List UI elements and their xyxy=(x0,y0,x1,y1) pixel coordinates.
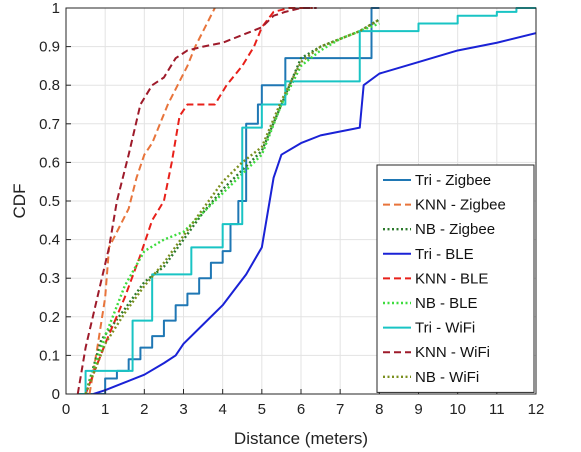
legend-label: NB - Zigbee xyxy=(415,221,495,238)
series-line-tri-wifi xyxy=(77,7,536,394)
legend-label: Tri - Zigbee xyxy=(415,172,491,189)
x-tick-label: 2 xyxy=(140,401,148,418)
y-tick-label: 0 xyxy=(52,386,60,403)
series-layer xyxy=(76,7,536,394)
y-tick-label: 0.5 xyxy=(39,193,60,210)
x-tick-label: 1 xyxy=(101,401,109,418)
x-axis-label: Distance (meters) xyxy=(234,429,368,448)
series-line-knn-ble xyxy=(84,7,313,394)
y-tick-label: 0.6 xyxy=(39,154,60,171)
legend-box xyxy=(376,164,535,393)
y-tick-label: 0.9 xyxy=(39,39,60,56)
y-tick-label: 0.8 xyxy=(39,77,60,94)
series-line-knn-zigbee xyxy=(88,7,216,394)
y-tick-label: 0.7 xyxy=(39,116,60,133)
x-tick-label: 0 xyxy=(62,401,70,418)
x-tick-label: 7 xyxy=(336,401,344,418)
legend-label: KNN - WiFi xyxy=(415,344,490,361)
legend-label: NB - BLE xyxy=(415,295,478,312)
legend-label: NB - WiFi xyxy=(415,369,479,386)
y-tick-label: 0.1 xyxy=(39,347,60,364)
y-tick-label: 0.3 xyxy=(39,270,60,287)
y-tick-label: 1 xyxy=(52,0,60,17)
legend-label: Tri - BLE xyxy=(415,246,474,263)
x-tick-label: 5 xyxy=(258,401,266,418)
x-tick-label: 11 xyxy=(489,401,505,418)
x-tick-label: 6 xyxy=(297,401,305,418)
ticks xyxy=(65,7,537,395)
x-tick-label: 9 xyxy=(414,401,422,418)
series-line-tri-zigbee xyxy=(85,7,380,394)
x-tick-label: 8 xyxy=(375,401,383,418)
tick-labels: 0 1 2 3 4 5 6 7 8 9 10 11 1200.10.20.30.40.50.60.70.… xyxy=(39,0,544,418)
legend-label: KNN - BLE xyxy=(415,270,488,287)
x-tick-label: 3 xyxy=(179,401,187,418)
x-tick-label: 4 xyxy=(218,401,226,418)
legend: Tri - Zigbee KNN - Zigbee NB - Zigbee Tri -… xyxy=(376,164,535,393)
legend-label: Tri - WiFi xyxy=(415,320,475,337)
y-tick-label: 0.4 xyxy=(39,232,60,249)
x-tick-label: 12 xyxy=(528,401,545,418)
y-axis-label: CDF xyxy=(10,184,29,219)
x-tick-label: 10 xyxy=(449,401,466,418)
series-line-nb-ble xyxy=(84,22,380,394)
series-line-tri-ble xyxy=(93,32,536,394)
legend-label: KNN - Zigbee xyxy=(415,197,506,214)
y-tick-label: 0.2 xyxy=(39,309,60,326)
series-line-knn-wifi xyxy=(76,7,317,394)
